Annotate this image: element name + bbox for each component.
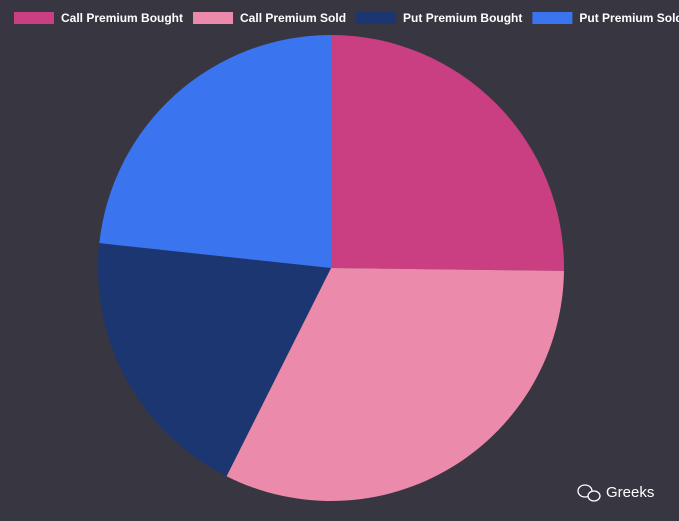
- pie-slice: [331, 35, 564, 271]
- legend-label: Call Premium Bought: [61, 11, 183, 25]
- pie-slice: [98, 243, 332, 477]
- watermark: Greeks: [577, 484, 654, 502]
- legend-swatch: [532, 12, 573, 24]
- pie-slice: [226, 268, 564, 501]
- pie-slice: [99, 35, 332, 268]
- legend-swatch: [14, 12, 54, 24]
- wechat-icon: [587, 490, 601, 502]
- legend-label: Put Premium Sold: [579, 11, 679, 25]
- legend-swatch: [356, 12, 397, 24]
- legend-swatch: [193, 12, 234, 24]
- legend-label: Call Premium Sold: [240, 11, 346, 25]
- watermark-text: Greeks: [606, 484, 654, 501]
- legend-label: Put Premium Bought: [403, 11, 522, 25]
